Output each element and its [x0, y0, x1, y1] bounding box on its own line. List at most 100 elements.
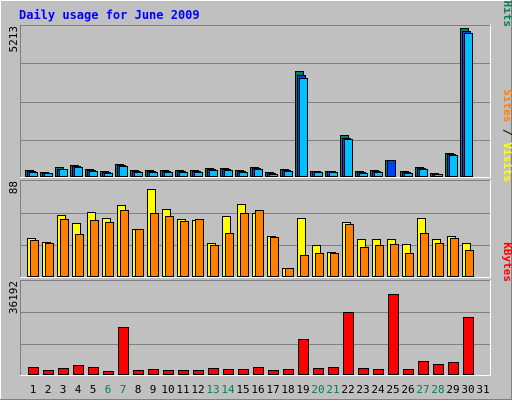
bar-kbytes-day-29 — [448, 362, 459, 375]
bar-sites-day-27 — [420, 233, 429, 277]
bar-kbytes-day-25 — [388, 294, 399, 375]
x-tick-label: 1 — [30, 383, 37, 396]
bar-sites-day-21 — [330, 253, 339, 277]
x-tick-label: 20 — [311, 383, 324, 396]
bar-sites-day-12 — [195, 219, 204, 277]
x-tick-label: 11 — [176, 383, 189, 396]
bar-kbytes-day-28 — [433, 364, 444, 375]
x-tick-label: 17 — [266, 383, 279, 396]
x-tick-label: 6 — [105, 383, 112, 396]
bar-pages-day-19 — [299, 78, 308, 177]
x-tick-label: 10 — [161, 383, 174, 396]
bar-pages-day-30 — [464, 33, 473, 177]
x-tick-label: 19 — [296, 383, 309, 396]
chart-title: Daily usage for June 2009 — [19, 8, 200, 22]
bar-kbytes-day-27 — [418, 361, 429, 375]
x-tick-label: 28 — [431, 383, 444, 396]
bar-kbytes-day-10 — [163, 370, 174, 375]
legend-label: Pages / Files / Hits — [501, 0, 512, 27]
bar-kbytes-day-6 — [103, 371, 114, 375]
bar-pages-day-18 — [284, 171, 293, 177]
series-pages — [29, 33, 473, 177]
bar-sites-day-28 — [435, 243, 444, 277]
bar-kbytes-day-3 — [58, 368, 69, 375]
bar-pages-day-24 — [374, 172, 383, 177]
bar-pages-day-29 — [449, 155, 458, 177]
x-tick-label: 12 — [191, 383, 204, 396]
bar-pages-day-20 — [314, 172, 323, 177]
bar-pages-day-2 — [44, 173, 53, 177]
bar-kbytes-day-18 — [283, 369, 294, 375]
bar-kbytes-day-19 — [298, 339, 309, 375]
bar-pages-day-27 — [419, 169, 428, 177]
bar-kbytes-day-11 — [178, 370, 189, 375]
bar-sites-day-10 — [165, 216, 174, 277]
panel-1: 5213 Pages / Files / Hits — [7, 0, 512, 178]
x-tick-label: 9 — [150, 383, 157, 396]
bar-sites-day-1 — [30, 240, 39, 277]
bar-kbytes-day-21 — [328, 367, 339, 375]
series-kbytes — [28, 294, 474, 375]
y-max-label: 88 — [7, 181, 20, 194]
bar-sites-day-24 — [375, 245, 384, 277]
bar-sites-day-7 — [120, 210, 129, 277]
x-tick-label: 29 — [446, 383, 459, 396]
plot-area — [20, 25, 491, 178]
bar-sites-day-9 — [150, 213, 159, 277]
bar-kbytes-day-7 — [118, 327, 129, 375]
x-tick-label: 4 — [75, 383, 82, 396]
bar-kbytes-day-22 — [343, 312, 354, 375]
bar-sites-day-19 — [300, 255, 309, 277]
legend-label: KBytes — [501, 242, 512, 282]
x-tick-label: 21 — [326, 383, 339, 396]
legend-part: Hits — [501, 1, 512, 28]
bar-pages-day-26 — [404, 173, 413, 177]
plot-area — [20, 280, 491, 376]
x-tick-label: 25 — [386, 383, 399, 396]
bar-pages-day-14 — [224, 170, 233, 177]
bar-kbytes-day-9 — [148, 369, 159, 375]
bar-files-day-25 — [387, 160, 396, 177]
x-tick-label: 15 — [236, 383, 249, 396]
legend-part: / — [501, 0, 512, 1]
bar-sites-day-20 — [315, 253, 324, 277]
bar-pages-day-6 — [104, 173, 113, 177]
x-tick-label: 27 — [416, 383, 429, 396]
x-tick-label: 7 — [120, 383, 127, 396]
x-tick-label: 5 — [90, 383, 97, 396]
bar-sites-day-25 — [390, 244, 399, 277]
bar-pages-day-13 — [209, 170, 218, 177]
bar-kbytes-day-2 — [43, 370, 54, 375]
series-sites — [30, 210, 474, 277]
x-tick-label: 16 — [251, 383, 264, 396]
bar-sites-day-18 — [285, 268, 294, 277]
panel-3: 36192 KBytes — [7, 242, 512, 376]
chart-panels: 5213 Pages / Files / Hits 88 Sites / Visits… — [7, 0, 512, 376]
bar-kbytes-day-8 — [133, 370, 144, 375]
bar-pages-day-10 — [164, 172, 173, 177]
bar-kbytes-day-26 — [403, 369, 414, 375]
bar-sites-day-8 — [135, 229, 144, 277]
bar-kbytes-day-20 — [313, 368, 324, 375]
bar-pages-day-17 — [269, 174, 278, 177]
bar-pages-day-12 — [194, 172, 203, 177]
legend-part: Visits — [501, 142, 512, 182]
bar-kbytes-day-24 — [373, 369, 384, 375]
panel-2: 88 Sites / Visits — [7, 89, 512, 278]
x-tick-label: 13 — [206, 383, 219, 396]
bar-pages-day-3 — [59, 169, 68, 177]
bar-sites-day-11 — [180, 221, 189, 277]
bar-pages-day-15 — [239, 172, 248, 177]
bar-kbytes-day-16 — [253, 367, 264, 375]
bar-sites-day-16 — [255, 210, 264, 277]
bar-sites-day-2 — [45, 243, 54, 277]
bar-kbytes-day-4 — [73, 365, 84, 375]
x-tick-label: 26 — [401, 383, 414, 396]
x-tick-label: 3 — [60, 383, 67, 396]
bar-kbytes-day-15 — [238, 369, 249, 375]
bar-sites-day-6 — [105, 222, 114, 277]
bar-pages-day-5 — [89, 171, 98, 177]
bar-pages-day-4 — [74, 167, 83, 177]
bar-pages-day-1 — [29, 172, 38, 177]
